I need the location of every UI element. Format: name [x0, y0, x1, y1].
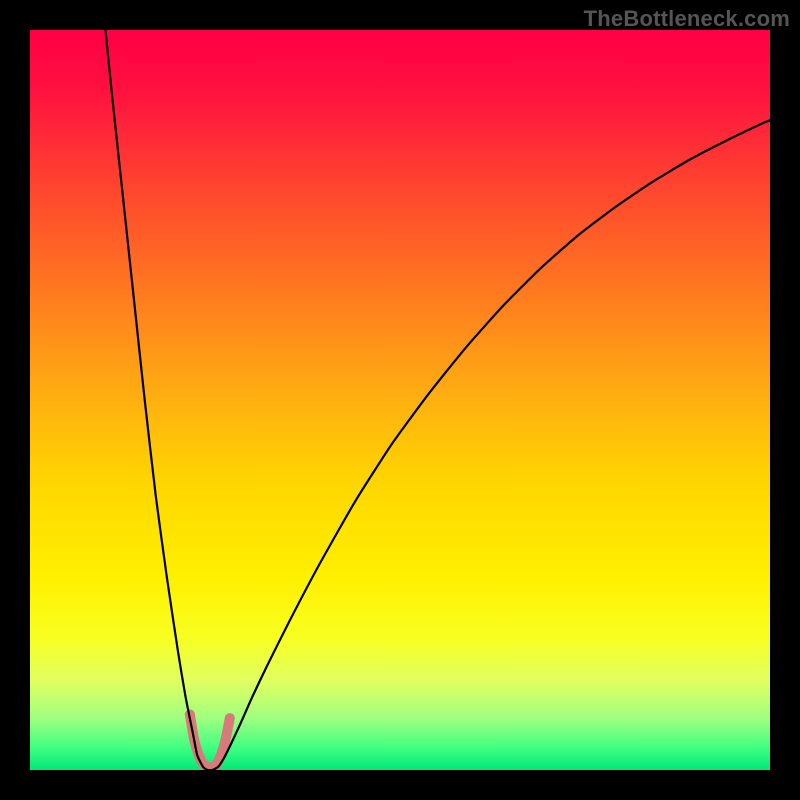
plot-background — [30, 30, 770, 770]
valley-highlight-cap — [225, 713, 235, 723]
chart-stage: TheBottleneck.com — [0, 0, 800, 800]
watermark-text: TheBottleneck.com — [584, 6, 790, 32]
bottleneck-plot — [0, 0, 800, 800]
